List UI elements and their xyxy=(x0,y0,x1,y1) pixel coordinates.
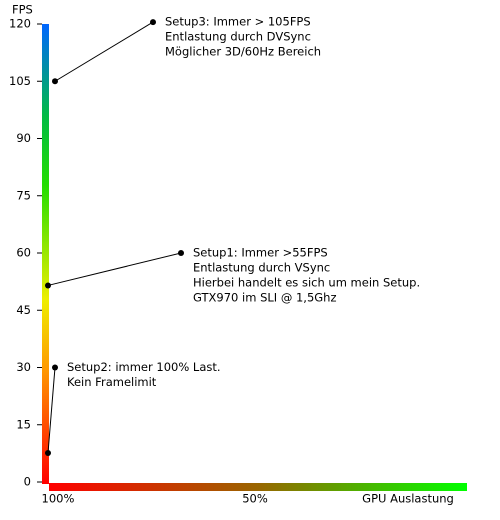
annotation-text: Setup3: Immer > 105FPS xyxy=(165,15,311,29)
x-axis-bar xyxy=(49,483,467,491)
label-dot xyxy=(178,250,184,256)
y-tick-label: 105 xyxy=(9,74,31,88)
annotation-text: Möglicher 3D/60Hz Bereich xyxy=(165,45,321,59)
connector xyxy=(47,367,56,454)
y-tick-label: 30 xyxy=(16,360,31,374)
connector xyxy=(47,252,182,286)
annotation-text: Setup2: immer 100% Last. xyxy=(67,360,221,374)
y-tick-label: 90 xyxy=(16,131,31,145)
connector xyxy=(54,21,154,82)
label-dot xyxy=(52,364,58,371)
y-tick-label: 45 xyxy=(16,303,31,317)
annotation-text: Entlastung durch DVSync xyxy=(165,30,311,44)
y-axis-label: FPS xyxy=(12,3,33,17)
y-tick-label: 0 xyxy=(24,475,31,489)
x-tick-label: 50% xyxy=(242,492,268,506)
y-tick-label: 60 xyxy=(16,246,31,260)
point xyxy=(52,78,58,85)
annotation-text: Kein Framelimit xyxy=(67,375,157,389)
annotation-text: Hierbei handelt es sich um mein Setup. xyxy=(193,276,420,290)
y-axis-bar xyxy=(42,24,49,484)
annotation-text: Setup1: Immer >55FPS xyxy=(193,246,328,260)
y-tick-label: 120 xyxy=(9,17,31,31)
y-tick-label: 75 xyxy=(16,188,31,202)
label-dot xyxy=(150,19,156,26)
annotation-text: Entlastung durch VSync xyxy=(193,261,330,275)
x-axis-label: GPU Auslastung xyxy=(362,492,454,506)
y-tick-label: 15 xyxy=(16,417,31,431)
point xyxy=(45,282,51,289)
point xyxy=(45,449,51,456)
x-tick-label: 100% xyxy=(42,492,75,506)
annotation-text: GTX970 im SLI @ 1,5Ghz xyxy=(193,291,337,305)
